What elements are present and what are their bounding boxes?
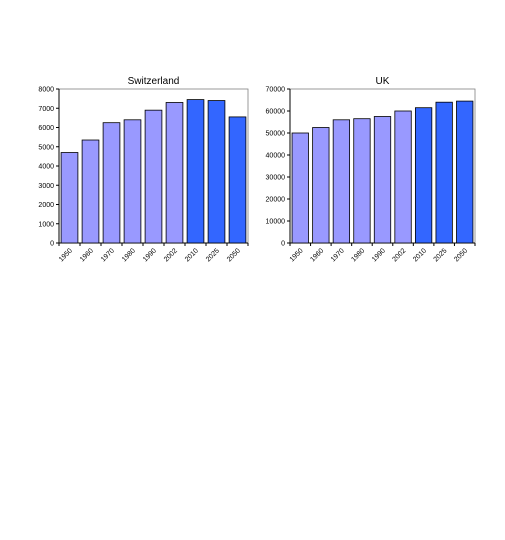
bar	[312, 127, 330, 244]
y-tick-label: 1000	[38, 221, 54, 228]
y-tick-label: 60000	[266, 109, 286, 116]
bar	[456, 100, 474, 244]
bar	[60, 152, 79, 244]
y-tick-label: 20000	[266, 197, 286, 204]
bar	[435, 101, 453, 244]
y-tick-label: 0	[50, 241, 54, 248]
x-tick-label: 1950	[289, 247, 305, 263]
x-tick-label: 1990	[142, 247, 158, 263]
bar	[394, 110, 412, 244]
x-tick-label: 1990	[371, 247, 387, 263]
y-tick-label: 3000	[38, 183, 54, 190]
y-tick-label: 50000	[266, 131, 286, 138]
bar	[81, 139, 100, 244]
x-tick-label: 2010	[184, 247, 200, 263]
chart-uk: UK 0 10000 20000 30000 40000 50000 60000 70000 19…	[266, 76, 476, 263]
y-tick-label: 2000	[38, 202, 54, 209]
x-tick-label: 2050	[226, 247, 242, 263]
x-tick-label: 1970	[100, 247, 116, 263]
x-tick-label: 1980	[350, 247, 366, 263]
bar	[144, 109, 163, 244]
x-tick-label: 2010	[412, 247, 428, 263]
bar	[123, 119, 142, 244]
y-tick-label: 7000	[38, 106, 54, 113]
x-tick-label: 2025	[205, 247, 221, 263]
y-tick-label: 10000	[266, 219, 286, 226]
x-tick-label: 1960	[79, 247, 95, 263]
y-tick-label: 70000	[266, 87, 286, 94]
bar	[186, 99, 205, 244]
bar	[332, 119, 351, 244]
bar	[207, 100, 226, 244]
y-tick-label: 0	[281, 241, 285, 248]
bar	[102, 122, 121, 244]
x-tick-label: 1950	[58, 247, 74, 263]
y-tick-label: 30000	[266, 175, 286, 182]
y-tick-label: 4000	[38, 164, 54, 171]
y-tick-label: 6000	[38, 125, 54, 132]
x-tick-label: 1960	[309, 247, 325, 263]
x-tick-label: 1970	[330, 247, 346, 263]
y-tick-label: 8000	[38, 87, 54, 94]
y-tick-label: 5000	[38, 144, 54, 151]
x-tick-label: 1980	[121, 247, 137, 263]
x-tick-label: 2025	[433, 247, 449, 263]
bar	[373, 116, 392, 244]
bar	[165, 102, 184, 244]
chart-title: Switzerland	[128, 76, 180, 87]
y-tick-label: 40000	[266, 153, 286, 160]
x-tick-label: 2002	[392, 247, 408, 263]
bar	[414, 107, 433, 244]
chart-switzerland: Switzerland 0 1000 2000 3000 4000 5000 6000 7000…	[38, 76, 249, 263]
x-tick-label: 2050	[453, 247, 469, 263]
x-tick-label: 2002	[163, 247, 179, 263]
bar	[291, 132, 309, 244]
bar	[228, 116, 247, 244]
bar	[353, 118, 371, 244]
chart-title: UK	[376, 76, 390, 87]
